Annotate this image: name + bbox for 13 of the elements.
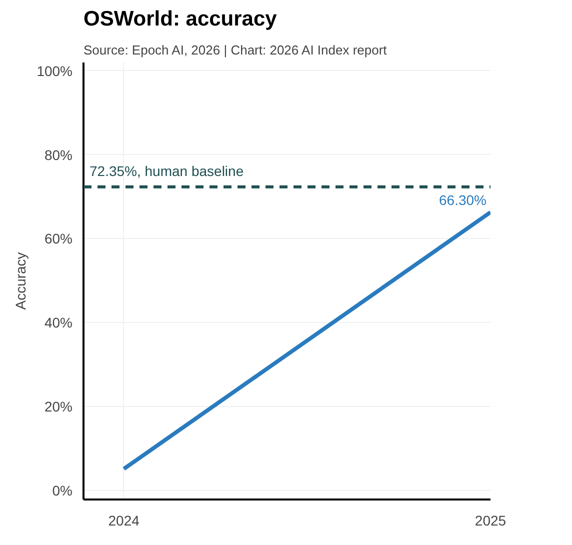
y-tick-label: 20% [44, 398, 73, 414]
chart-title: OSWorld: accuracy [84, 8, 278, 30]
y-tick-label: 80% [44, 146, 73, 163]
chart-subtitle: Source: Epoch AI, 2026 | Chart: 2026 AI Index report [84, 42, 388, 58]
x-tick-label: 2024 [108, 512, 140, 528]
data-label: 66.30% [439, 192, 486, 208]
y-tick-label: 0% [52, 482, 72, 498]
y-axis-title: Accuracy [12, 252, 29, 310]
y-tick-label: 40% [44, 314, 73, 331]
y-tick-label: 60% [44, 230, 73, 247]
ref-line-label: 72.35%, human baseline [90, 162, 244, 179]
x-tick-label: 2025 [474, 512, 506, 528]
y-tick-label: 100% [36, 62, 73, 79]
